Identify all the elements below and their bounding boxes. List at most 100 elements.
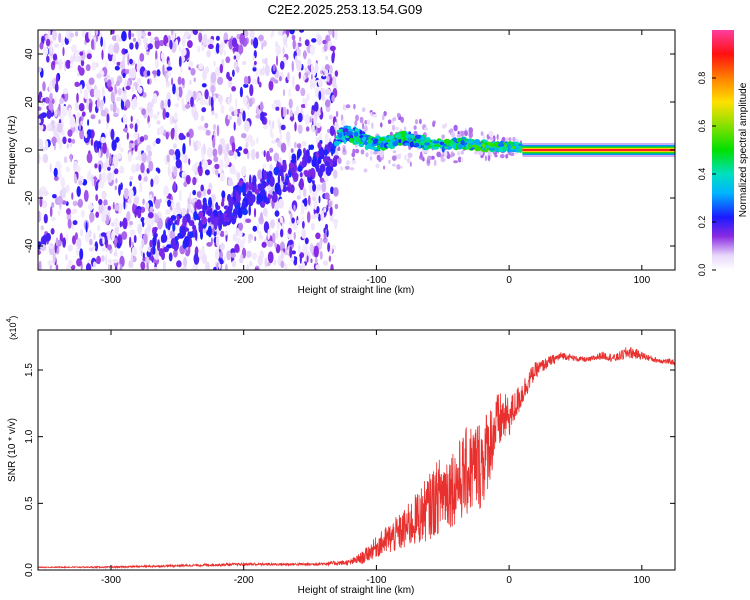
noise-cell bbox=[79, 248, 84, 261]
noise-cell bbox=[84, 133, 88, 139]
noise-cell bbox=[119, 220, 123, 228]
noise-cell bbox=[267, 228, 271, 240]
noise-cell bbox=[320, 106, 323, 115]
noise-cell bbox=[95, 211, 100, 218]
noise-cell bbox=[202, 188, 207, 197]
noise-cell bbox=[255, 114, 262, 119]
band-cell bbox=[366, 143, 372, 149]
band-halo-cell bbox=[508, 137, 512, 142]
noise-cell bbox=[67, 129, 73, 137]
noise-cell bbox=[252, 55, 255, 61]
noise-cell bbox=[277, 140, 283, 148]
band-halo-cell bbox=[424, 127, 428, 131]
noise-cell bbox=[92, 261, 97, 268]
y-tick-label: 40 bbox=[24, 48, 35, 60]
noise-cell bbox=[40, 186, 47, 192]
noise-cell bbox=[142, 198, 145, 205]
noise-cell bbox=[243, 76, 249, 85]
noise-cell bbox=[98, 163, 102, 173]
noise-cell bbox=[67, 138, 72, 143]
svg-text:(x104): (x104) bbox=[6, 316, 18, 340]
noise-cell bbox=[279, 60, 285, 70]
noise-cell bbox=[93, 35, 97, 47]
noise-cell bbox=[197, 46, 201, 53]
noise-cell bbox=[147, 43, 153, 50]
noise-cell bbox=[138, 174, 142, 181]
noise-cell bbox=[250, 148, 256, 161]
noise-trace-cell bbox=[260, 185, 265, 192]
noise-cell bbox=[299, 254, 302, 264]
noise-cell bbox=[268, 119, 272, 127]
band-halo-cell bbox=[501, 136, 506, 143]
noise-cell bbox=[262, 124, 269, 130]
noise-cell bbox=[75, 165, 81, 173]
band-cell bbox=[402, 130, 406, 136]
noise-cell bbox=[279, 132, 282, 142]
noise-trace-cell bbox=[200, 230, 203, 240]
band-halo-cell bbox=[388, 159, 391, 164]
colorbar bbox=[712, 30, 734, 270]
band-cell bbox=[433, 146, 440, 150]
noise-cell bbox=[314, 213, 319, 219]
band-halo-cell bbox=[441, 134, 445, 139]
noise-cell bbox=[107, 244, 112, 251]
noise-cell bbox=[293, 204, 296, 211]
band-cell bbox=[415, 134, 422, 139]
band-halo-cell bbox=[510, 152, 515, 157]
noise-cell bbox=[278, 157, 283, 163]
noise-cell bbox=[74, 49, 81, 56]
noise-cell bbox=[150, 178, 154, 188]
band-halo-cell bbox=[450, 131, 456, 138]
noise-cell bbox=[175, 201, 181, 213]
noise-cell bbox=[299, 30, 305, 33]
noise-cell bbox=[286, 108, 289, 115]
noise-cell bbox=[129, 181, 132, 187]
band-halo-cell bbox=[492, 135, 496, 143]
x-tick-label: -100 bbox=[366, 275, 386, 286]
noise-cell bbox=[130, 254, 134, 265]
noise-trace-cell bbox=[221, 190, 226, 199]
noise-cell bbox=[230, 252, 236, 258]
noise-trace-cell bbox=[215, 201, 219, 210]
noise-cell bbox=[217, 76, 224, 86]
noise-trace-cell bbox=[227, 208, 232, 220]
noise-trace-cell bbox=[213, 216, 219, 228]
noise-cell bbox=[324, 99, 331, 108]
noise-cell bbox=[101, 210, 107, 223]
noise-cell bbox=[66, 143, 70, 149]
band-halo-cell bbox=[335, 110, 339, 118]
noise-cell bbox=[272, 30, 275, 37]
noise-cell bbox=[71, 44, 77, 53]
band-cell bbox=[501, 146, 509, 152]
noise-cell bbox=[258, 230, 262, 240]
noise-trace-cell bbox=[149, 239, 153, 248]
noise-cell bbox=[79, 228, 84, 237]
noise-cell bbox=[262, 207, 268, 217]
noise-cell bbox=[247, 238, 252, 244]
noise-cell bbox=[168, 149, 175, 156]
noise-cell bbox=[215, 35, 220, 41]
noise-cell bbox=[171, 77, 174, 86]
noise-cell bbox=[274, 210, 280, 217]
noise-cell bbox=[154, 213, 158, 220]
noise-cell bbox=[169, 39, 173, 50]
noise-cell bbox=[205, 129, 211, 136]
noise-trace-cell bbox=[263, 170, 267, 177]
noise-cell bbox=[214, 112, 218, 119]
noise-cell bbox=[264, 57, 268, 65]
noise-cell bbox=[162, 108, 167, 120]
noise-cell bbox=[330, 263, 334, 270]
noise-trace-cell bbox=[277, 173, 281, 185]
noise-cell bbox=[226, 143, 230, 153]
noise-cell bbox=[101, 86, 105, 99]
noise-cell bbox=[213, 124, 217, 131]
noise-cell bbox=[129, 42, 134, 50]
noise-cell bbox=[207, 188, 211, 195]
band-halo-cell bbox=[342, 145, 346, 149]
noise-cell bbox=[62, 136, 67, 145]
noise-cell bbox=[295, 42, 299, 50]
band-halo-cell bbox=[362, 122, 365, 130]
noise-cell bbox=[192, 30, 199, 36]
noise-cell bbox=[259, 101, 264, 113]
